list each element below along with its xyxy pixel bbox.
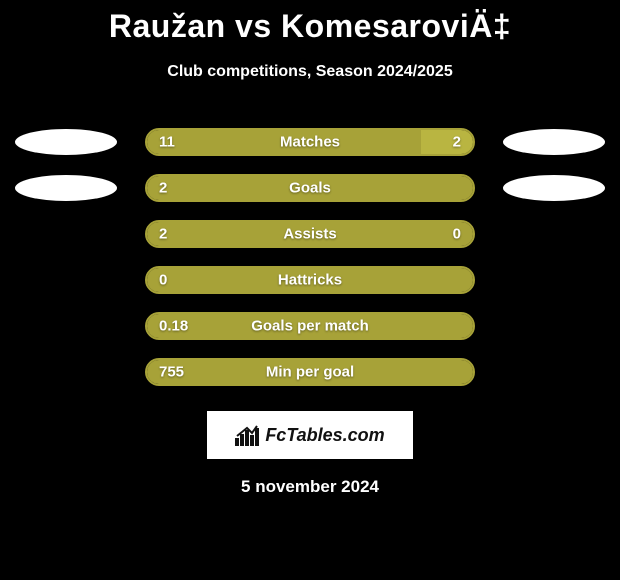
team-oval-slot-left	[15, 221, 117, 247]
brand-text: FcTables.com	[265, 425, 384, 446]
stat-bar-right-fill	[421, 130, 473, 154]
stat-label: Hattricks	[278, 272, 342, 289]
stat-label: Min per goal	[266, 364, 354, 381]
team-oval-slot-right	[503, 175, 605, 201]
stat-bar: 11 Matches 2	[145, 128, 475, 156]
stat-label: Goals	[289, 180, 331, 197]
stat-value-left: 755	[159, 364, 184, 381]
stat-value-right: 0	[453, 226, 461, 243]
team-oval-slot-right	[503, 221, 605, 247]
team-oval-slot-left	[15, 313, 117, 339]
stat-bar: 2 Assists 0	[145, 220, 475, 248]
brand-box[interactable]: FcTables.com	[207, 411, 413, 459]
team-right-icon	[503, 175, 605, 201]
team-oval-slot-left	[15, 129, 117, 155]
stat-label: Goals per match	[251, 318, 369, 335]
page-subtitle: Club competitions, Season 2024/2025	[0, 63, 620, 81]
stat-row: 11 Matches 2	[0, 119, 620, 165]
stat-value-left: 2	[159, 226, 167, 243]
stat-row: 2 Goals	[0, 165, 620, 211]
team-left-icon	[15, 129, 117, 155]
stat-label: Assists	[283, 226, 336, 243]
stat-bar: 2 Goals	[145, 174, 475, 202]
stat-value-left: 11	[159, 134, 175, 151]
team-oval-slot-left	[15, 359, 117, 385]
stat-bar: 0 Hattricks	[145, 266, 475, 294]
page-title: Raužan vs KomesaroviÄ‡	[0, 8, 620, 45]
team-oval-slot-left	[15, 175, 117, 201]
stat-row: 755 Min per goal	[0, 349, 620, 395]
stat-value-left: 0	[159, 272, 167, 289]
team-oval-slot-right	[503, 267, 605, 293]
stat-row: 0.18 Goals per match	[0, 303, 620, 349]
stat-rows: 11 Matches 2 2 Goals 2 Assists 0 0 Hattricks 0.18 G…	[0, 119, 620, 395]
team-left-icon	[15, 175, 117, 201]
stat-bar: 0.18 Goals per match	[145, 312, 475, 340]
brand-logo-icon	[235, 424, 259, 446]
stat-value-left: 2	[159, 180, 167, 197]
stat-bar: 755 Min per goal	[145, 358, 475, 386]
date-label: 5 november 2024	[0, 477, 620, 497]
team-oval-slot-right	[503, 359, 605, 385]
team-right-icon	[503, 129, 605, 155]
stat-row: 2 Assists 0	[0, 211, 620, 257]
team-oval-slot-right	[503, 129, 605, 155]
stat-row: 0 Hattricks	[0, 257, 620, 303]
stat-value-right: 2	[453, 134, 461, 151]
stat-value-left: 0.18	[159, 318, 188, 335]
team-oval-slot-right	[503, 313, 605, 339]
team-oval-slot-left	[15, 267, 117, 293]
stat-label: Matches	[280, 134, 340, 151]
